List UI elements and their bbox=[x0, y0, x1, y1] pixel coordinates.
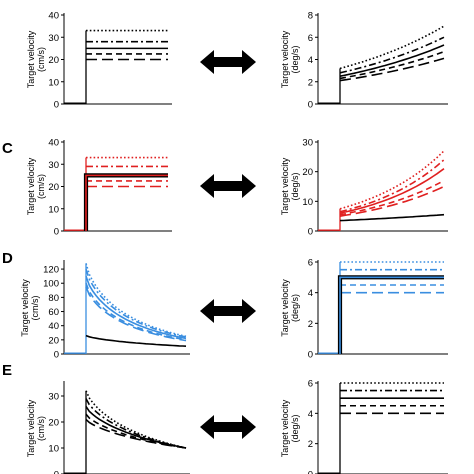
series-line-solid bbox=[85, 405, 187, 449]
series-line-dotted bbox=[339, 25, 445, 70]
chart-panel-e-right: 0 2 4 6 Target velocity(deg/s) bbox=[280, 379, 448, 474]
y-tick-label: 120 bbox=[43, 265, 59, 276]
y-axis-label: Target velocity bbox=[280, 157, 290, 215]
y-axis-label: Target velocity bbox=[280, 399, 290, 457]
y-tick-label: 80 bbox=[48, 293, 59, 304]
y-axis-label: Target velocity bbox=[280, 279, 290, 337]
chart-panel-b-right: 0 2 4 6 8 Target velocity (deg/s) bbox=[280, 11, 448, 111]
y-axis-unit: (deg/s) bbox=[290, 414, 300, 442]
y-axis-unit: (cm/s) bbox=[36, 416, 46, 441]
y-tick-label: 10 bbox=[48, 204, 59, 215]
y-tick-label: 2 bbox=[308, 319, 313, 330]
highlight-line-outline bbox=[337, 275, 444, 354]
series-line-dashed bbox=[339, 50, 445, 80]
y-tick-label: 6 bbox=[308, 379, 313, 390]
chart-panel-e-left: 0 10 20 30 Target velocity(cm/s) bbox=[26, 381, 190, 474]
y-tick-label: 2 bbox=[308, 439, 313, 450]
series-line-longdash bbox=[339, 185, 445, 217]
highlight-line bbox=[339, 276, 444, 354]
y-tick-label: 40 bbox=[48, 138, 59, 149]
double-arrow-icon bbox=[200, 50, 256, 74]
y-tick-label: 20 bbox=[302, 167, 313, 178]
y-tick-label: 30 bbox=[302, 138, 313, 149]
y-tick-label: 10 bbox=[48, 444, 59, 455]
panel-letter-d: D bbox=[2, 250, 13, 267]
y-tick-label: 0 bbox=[308, 350, 313, 361]
y-tick-label: 60 bbox=[48, 307, 59, 318]
y-axis-unit: (deg/s) bbox=[290, 294, 300, 322]
y-axis-unit: (cm/s) bbox=[36, 47, 46, 72]
y-tick-label: 10 bbox=[302, 197, 313, 208]
series-line-dotted bbox=[85, 390, 187, 449]
series-line-dashdot bbox=[85, 268, 187, 338]
y-tick-label: 0 bbox=[54, 100, 59, 111]
y-tick-label: 0 bbox=[54, 470, 59, 474]
y-tick-label: 30 bbox=[48, 33, 59, 44]
y-axis-label: Target velocity bbox=[26, 30, 36, 88]
series-line-longdash bbox=[85, 418, 187, 449]
y-tick-label: 4 bbox=[308, 55, 313, 66]
series-line-dashdot bbox=[339, 159, 445, 213]
double-arrow-icon bbox=[200, 299, 256, 323]
y-tick-label: 4 bbox=[308, 409, 313, 420]
y-tick-label: 30 bbox=[48, 392, 59, 403]
series-line-dotted bbox=[85, 263, 187, 338]
series-line-dashed bbox=[85, 282, 187, 341]
y-tick-label: 2 bbox=[308, 77, 313, 88]
y-tick-label: 4 bbox=[308, 288, 313, 299]
y-axis-label: Target velocity bbox=[20, 279, 30, 337]
series-line-solid bbox=[339, 168, 445, 214]
y-tick-label: 20 bbox=[48, 335, 59, 346]
reference-line bbox=[85, 334, 187, 347]
y-tick-label: 100 bbox=[43, 279, 59, 290]
series-line-solid bbox=[339, 44, 445, 77]
y-axis-unit: (cm/s) bbox=[30, 296, 40, 321]
y-tick-label: 40 bbox=[48, 321, 59, 332]
series-line-longdash bbox=[85, 286, 187, 342]
chart-panel-d-right: 0 2 4 6 Target velocity (deg/s) bbox=[280, 258, 448, 361]
series-line-longdash bbox=[339, 57, 445, 82]
chart-panel-c-left: 0 10 20 30 40 Target velocity (cm/s) bbox=[26, 138, 172, 238]
y-tick-label: 0 bbox=[54, 227, 59, 238]
panel-letter-e: E bbox=[2, 362, 12, 379]
y-tick-label: 0 bbox=[54, 350, 59, 361]
series-line-dashed bbox=[85, 413, 187, 449]
y-tick-label: 6 bbox=[308, 258, 313, 269]
highlight-line-outline bbox=[83, 173, 168, 231]
panel-letter-c: C bbox=[2, 140, 13, 157]
series-line-solid bbox=[85, 275, 187, 340]
y-tick-label: 8 bbox=[308, 11, 313, 22]
highlight-line bbox=[85, 174, 168, 231]
series-line-dashed bbox=[339, 179, 445, 216]
y-tick-label: 0 bbox=[308, 100, 313, 111]
y-tick-label: 6 bbox=[308, 33, 313, 44]
y-tick-label: 20 bbox=[48, 418, 59, 429]
y-tick-label: 10 bbox=[48, 77, 59, 88]
chart-panel-c-right: 0 10 20 30 Target velocity (deg/s) bbox=[280, 138, 448, 238]
y-axis-unit: (cm/s) bbox=[36, 174, 46, 199]
y-axis-unit: (deg/s) bbox=[290, 45, 300, 73]
y-axis-label: Target velocity bbox=[280, 30, 290, 88]
y-axis-label: Target velocity bbox=[26, 399, 36, 457]
y-axis-label: Target velocity bbox=[26, 157, 36, 215]
chart-panel-b-left: 0 10 20 30 40 Target velocity (cm/s) bbox=[26, 11, 172, 111]
double-arrow-icon bbox=[200, 174, 256, 198]
y-tick-label: 0 bbox=[308, 470, 313, 474]
series-line-dashdot bbox=[85, 398, 187, 449]
double-arrow-icon bbox=[200, 415, 256, 439]
y-axis-unit: (deg/s) bbox=[290, 172, 300, 200]
y-tick-label: 20 bbox=[48, 182, 59, 193]
reference-line bbox=[339, 213, 445, 222]
y-tick-label: 20 bbox=[48, 55, 59, 66]
series-line-dashdot bbox=[339, 36, 445, 74]
y-tick-label: 0 bbox=[308, 227, 313, 238]
chart-panel-d-left: 0 20 40 60 80 100 120 Target velocity (cm/s) bbox=[20, 260, 190, 361]
y-tick-label: 40 bbox=[48, 11, 59, 22]
y-tick-label: 30 bbox=[48, 160, 59, 171]
